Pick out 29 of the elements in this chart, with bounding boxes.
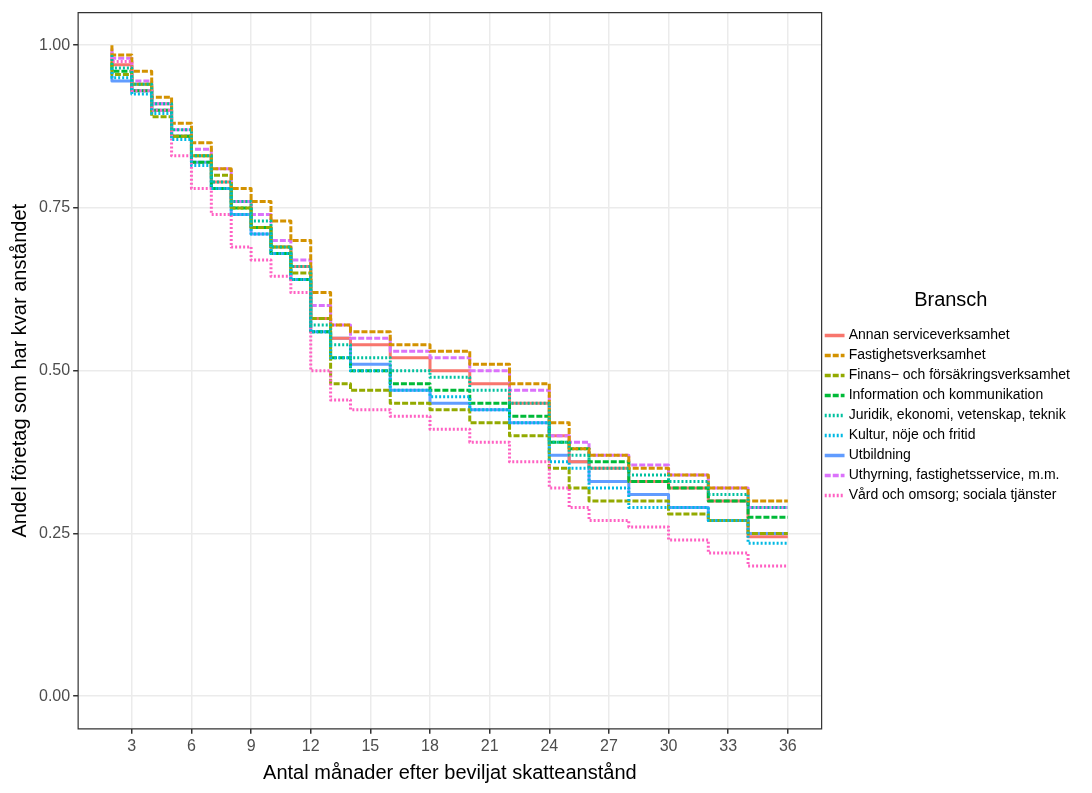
- legend-label: Kultur, nöje och fritid: [848, 426, 976, 443]
- y-tick-label: 0.50: [39, 361, 71, 379]
- y-axis-title: Andel företag som har kvar anståndet: [7, 203, 30, 538]
- x-axis-title: Antal månader efter beviljat skatteanstånd: [263, 760, 637, 783]
- x-tick-label: 18: [421, 736, 439, 754]
- legend-label: Fastighetsverksamhet: [848, 346, 986, 363]
- x-tick-label: 27: [600, 736, 618, 754]
- x-tick-label: 36: [778, 736, 797, 754]
- x-tick-label: 3: [127, 736, 137, 754]
- legend-label: Uthyrning, fastighetsservice, m.m.: [848, 466, 1060, 483]
- legend-label: Annan serviceverksamhet: [848, 326, 1010, 343]
- legend-label: Utbildning: [848, 446, 911, 463]
- x-tick-label: 33: [719, 736, 738, 754]
- x-tick-label: 6: [187, 736, 196, 754]
- y-tick-label: 0.25: [39, 523, 71, 541]
- legend-title: Bransch: [914, 288, 988, 311]
- y-tick-label: 0.75: [39, 198, 71, 216]
- x-tick-label: 9: [246, 736, 256, 754]
- legend-label: Finans− och försäkringsverksamhet: [848, 366, 1071, 383]
- x-tick-label: 15: [361, 736, 380, 754]
- x-tick-label: 30: [659, 736, 678, 754]
- y-tick-label: 1.00: [39, 35, 71, 53]
- x-tick-label: 21: [480, 736, 499, 754]
- x-tick-label: 24: [540, 736, 559, 754]
- x-tick-label: 12: [301, 736, 320, 754]
- legend-label: Information och kommunikation: [848, 386, 1044, 403]
- legend-label: Vård och omsorg; sociala tjänster: [848, 486, 1057, 503]
- legend-label: Juridik, ekonomi, vetenskap, teknik: [848, 406, 1067, 423]
- y-tick-label: 0.00: [39, 686, 71, 704]
